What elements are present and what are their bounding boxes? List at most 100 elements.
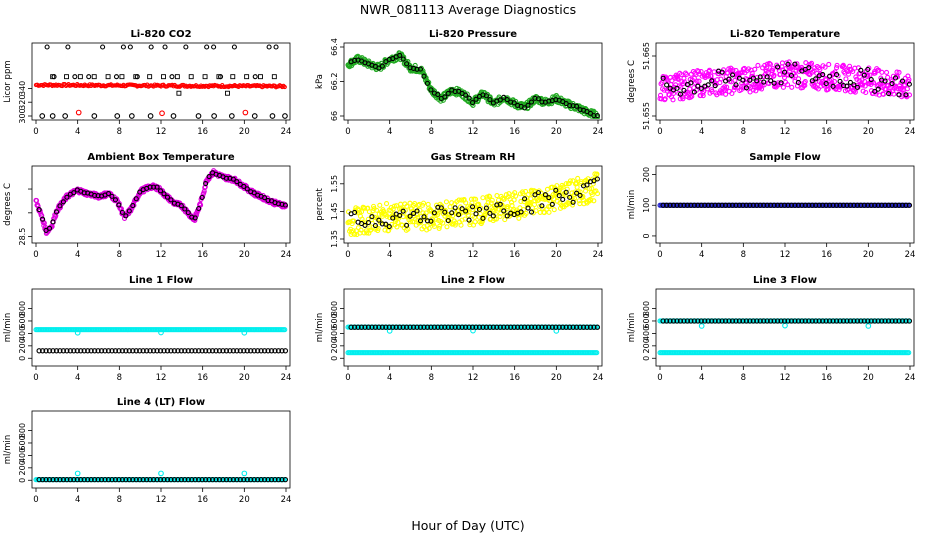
average-point (435, 92, 441, 98)
average-point (85, 348, 91, 354)
data-point (436, 225, 442, 231)
data-point (158, 329, 164, 336)
average-point (258, 348, 264, 354)
x-tick-label: 4 (75, 373, 80, 383)
data-point (551, 207, 557, 213)
average-point (116, 476, 122, 483)
average-point (348, 324, 354, 330)
average-point (511, 100, 517, 106)
x-tick-label: 0 (33, 495, 38, 505)
data-point (476, 201, 482, 207)
average-point (875, 86, 881, 92)
average-point (64, 476, 70, 483)
data-point (501, 196, 507, 202)
average-point (698, 85, 704, 91)
average-point (521, 324, 528, 330)
data-point (870, 80, 877, 86)
data-point (662, 96, 668, 102)
average-point (809, 318, 815, 324)
average-point (806, 202, 812, 208)
average-point (844, 83, 850, 89)
average-point (456, 212, 462, 218)
average-point (164, 194, 171, 200)
average-point (365, 324, 372, 330)
data-point (675, 76, 681, 82)
average-point (594, 176, 600, 182)
average-point (417, 218, 424, 224)
average-point (223, 476, 230, 483)
data-point (549, 184, 555, 190)
average-point (424, 80, 430, 86)
average-point (802, 318, 808, 324)
average-point (556, 324, 562, 330)
average-point (144, 476, 150, 483)
average-point (78, 348, 84, 354)
average-point (553, 324, 559, 330)
average-point (820, 202, 826, 208)
average-point (795, 79, 801, 86)
average-point (206, 476, 212, 483)
average-point (53, 348, 60, 354)
average-point (213, 476, 219, 483)
data-point (49, 113, 56, 119)
data-point (569, 202, 576, 208)
average-point (660, 202, 666, 208)
average-point (414, 324, 420, 330)
y-axis-label: kPa (315, 74, 325, 89)
average-point (684, 318, 691, 324)
average-point (262, 195, 268, 201)
average-point (234, 179, 240, 185)
average-point (105, 190, 112, 197)
data-point (834, 62, 840, 68)
y-tick-label: 100 (642, 198, 651, 213)
data-point (780, 84, 786, 90)
average-point (60, 348, 67, 354)
average-point (469, 100, 476, 106)
average-point (241, 476, 247, 483)
average-point (522, 105, 528, 111)
average-point (750, 75, 756, 81)
average-point (518, 324, 524, 330)
data-point (463, 200, 469, 206)
data-point (271, 74, 277, 80)
average-point (244, 476, 250, 483)
x-tick-label: 16 (197, 373, 208, 383)
data-point (487, 194, 493, 200)
data-point (894, 69, 900, 75)
plot-area (33, 327, 289, 354)
average-point (761, 202, 767, 208)
average-point (792, 202, 798, 208)
average-point (456, 88, 462, 94)
data-point (170, 113, 177, 119)
average-point (362, 222, 368, 228)
average-point (785, 61, 791, 67)
average-point (875, 202, 881, 208)
average-point (282, 476, 289, 483)
plot-area (33, 168, 289, 236)
data-point (562, 192, 568, 198)
average-point (768, 78, 774, 84)
data-point (211, 44, 217, 50)
average-point (442, 324, 448, 330)
x-tick-label: 4 (75, 250, 80, 260)
x-tick-label: 4 (75, 495, 80, 505)
data-point (594, 171, 600, 177)
x-tick-label: 12 (468, 127, 479, 137)
average-point (171, 476, 178, 483)
data-point (862, 78, 868, 84)
average-point (206, 348, 212, 354)
x-tick-label: 12 (156, 495, 167, 505)
x-tick-label: 24 (593, 373, 604, 383)
average-point (352, 209, 358, 215)
x-tick-label: 20 (239, 373, 250, 383)
data-point (891, 91, 897, 97)
average-point (743, 202, 750, 208)
data-point (458, 222, 464, 228)
data-point (91, 74, 97, 80)
average-point (43, 227, 49, 234)
plot-frame (31, 42, 291, 121)
average-point (196, 476, 202, 483)
average-point (695, 318, 701, 324)
x-tick-label: 4 (699, 250, 704, 260)
average-point (567, 194, 573, 200)
